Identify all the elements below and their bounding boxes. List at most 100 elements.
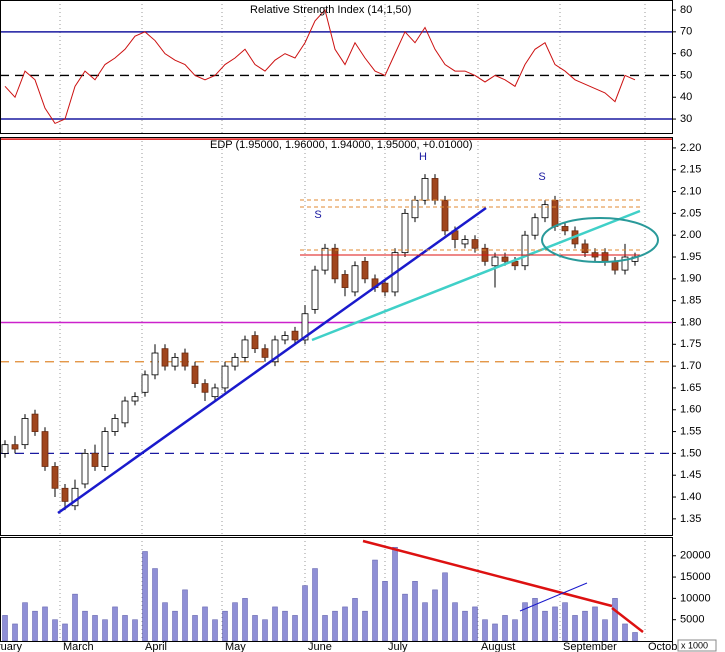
- candle-body: [541, 204, 549, 219]
- candle-body: [291, 330, 299, 341]
- y-tick-label: 30: [680, 113, 692, 125]
- volume-bar: [12, 623, 18, 641]
- volume-bar: [322, 615, 328, 641]
- y-tick-label: 10000: [680, 592, 711, 604]
- rsi-line: [4, 9, 636, 125]
- candle-body: [421, 178, 429, 201]
- volume-bar: [332, 610, 338, 641]
- y-tick-label: 1.85: [680, 295, 701, 307]
- volume-bar: [612, 598, 618, 641]
- volume-bar: [492, 623, 498, 641]
- candle-body: [461, 239, 469, 245]
- volume-bar: [352, 598, 358, 641]
- trend-line: [57, 206, 487, 515]
- volume-bar: [362, 610, 368, 641]
- panel: [0, 137, 672, 535]
- unit-box: [677, 639, 717, 652]
- volume-bar: [582, 610, 588, 641]
- volume-bar: [572, 615, 578, 641]
- y-tick-label: 20000: [680, 550, 711, 562]
- candle-body: [221, 365, 229, 389]
- y-tick-label: 1.55: [680, 425, 701, 437]
- volume-bar: [522, 602, 528, 641]
- y-tick-label: 2.05: [680, 207, 701, 219]
- pattern-label: H: [419, 151, 427, 163]
- y-tick-label: 2.15: [680, 164, 701, 176]
- volume-bar: [452, 602, 458, 641]
- rsi-title: Relative Strength Index (14,1,50): [250, 4, 411, 16]
- y-tick-label: 1.75: [680, 338, 701, 350]
- volume-bar: [422, 602, 428, 641]
- candle-body: [581, 243, 589, 254]
- candle-body: [491, 256, 499, 267]
- volume-bar: [312, 568, 318, 641]
- volume-bar: [242, 598, 248, 641]
- volume-bar: [172, 610, 178, 641]
- x-tick-label: July: [388, 641, 408, 652]
- y-tick-label: 80: [680, 4, 692, 16]
- volume-bar: [592, 606, 598, 641]
- volume-bar: [112, 606, 118, 641]
- candle-body: [41, 431, 49, 467]
- volume-bar: [222, 610, 228, 641]
- candle-body: [351, 265, 359, 293]
- candle-body: [261, 348, 269, 358]
- candle-body: [501, 256, 509, 262]
- y-tick-label: 50: [680, 69, 692, 81]
- candle-body: [181, 352, 189, 367]
- candle-body: [271, 339, 279, 363]
- volume-bar: [432, 589, 438, 641]
- volume-bar: [562, 602, 568, 641]
- x-tick-label: August: [481, 641, 515, 652]
- candle-body: [161, 348, 169, 367]
- candle-body: [341, 274, 349, 288]
- candle-body: [531, 217, 539, 236]
- pattern-label: S: [538, 171, 545, 183]
- candle-body: [551, 199, 559, 227]
- candle-body: [141, 374, 149, 393]
- candle-body: [231, 356, 239, 367]
- volume-bar: [122, 615, 128, 641]
- y-tick-label: 15000: [680, 571, 711, 583]
- volume-bar: [402, 593, 408, 641]
- y-tick-label: 1.90: [680, 273, 701, 285]
- y-tick-label: 2.10: [680, 185, 701, 197]
- candle-body: [561, 226, 569, 232]
- y-tick-label: 1.80: [680, 316, 701, 328]
- candle-body: [71, 487, 79, 507]
- y-tick-label: 1.40: [680, 491, 701, 503]
- y-tick-label: 40: [680, 91, 692, 103]
- volume-bar: [282, 610, 288, 641]
- candle-body: [21, 418, 29, 446]
- x-tick-label: June: [308, 641, 332, 652]
- candle-body: [611, 260, 619, 271]
- volume-bar: [62, 623, 68, 641]
- candle-body: [51, 466, 59, 489]
- volume-bar: [162, 602, 168, 641]
- volume-bar: [2, 615, 8, 641]
- volume-bar: [272, 606, 278, 641]
- y-tick-label: 1.50: [680, 447, 701, 459]
- volume-bar: [72, 593, 78, 641]
- candle-body: [471, 239, 479, 249]
- panel: [0, 0, 672, 133]
- candle-body: [381, 282, 389, 293]
- neckline: [311, 209, 641, 342]
- candle-body: [301, 313, 309, 341]
- candle-body: [621, 256, 629, 271]
- candle-body: [81, 452, 89, 485]
- volume-bar: [502, 615, 508, 641]
- volume-bar: [392, 546, 398, 641]
- volume-bar: [302, 585, 308, 641]
- candle-body: [171, 356, 179, 367]
- volume-bar: [512, 619, 518, 641]
- volume-trend: [519, 582, 588, 612]
- volume-trend: [611, 607, 644, 633]
- volume-bar: [472, 606, 478, 641]
- volume-bar: [82, 610, 88, 641]
- candle-body: [1, 444, 9, 454]
- volume-bar: [622, 623, 628, 641]
- volume-bar: [462, 610, 468, 641]
- candle-body: [331, 247, 339, 280]
